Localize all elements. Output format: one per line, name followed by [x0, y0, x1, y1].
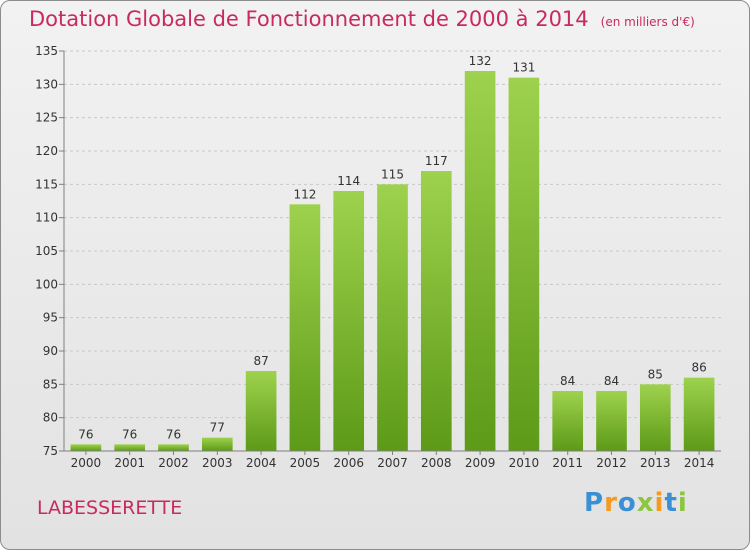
bar-value-label: 87 — [253, 354, 268, 368]
y-tick-label: 110 — [35, 211, 58, 225]
y-tick-label: 135 — [35, 44, 58, 58]
bar — [289, 204, 321, 451]
bar-value-label: 117 — [425, 154, 448, 168]
bar-value-label: 132 — [469, 54, 492, 68]
logo-letter: P — [584, 488, 605, 518]
x-tick-label: 2004 — [246, 456, 277, 470]
bar — [552, 391, 584, 451]
bar-value-label: 114 — [337, 174, 360, 188]
y-tick-label: 120 — [35, 144, 58, 158]
x-tick-label: 2011 — [552, 456, 583, 470]
bar — [683, 377, 715, 451]
y-tick-label: 90 — [43, 344, 58, 358]
y-tick-label: 80 — [43, 411, 58, 425]
proxiti-logo[interactable]: Proxiti — [584, 488, 688, 518]
logo-letter: i — [654, 488, 665, 518]
bar-value-label: 131 — [512, 61, 535, 75]
bar-value-label: 86 — [691, 361, 706, 375]
bar-value-label: 76 — [78, 427, 93, 441]
x-tick-label: 2009 — [465, 456, 496, 470]
x-tick-label: 2001 — [114, 456, 145, 470]
bar — [114, 444, 146, 451]
axes: 75 80 85 90 95 100 105 110 115 120 125 130 135 2000 20… — [35, 44, 721, 470]
y-tick-label: 115 — [35, 177, 58, 191]
bar — [70, 444, 102, 451]
y-tick-label: 100 — [35, 277, 58, 291]
bar — [639, 384, 671, 451]
logo-letter: i — [677, 488, 688, 518]
x-tick-label: 2013 — [640, 456, 671, 470]
bar — [158, 444, 189, 451]
logo-letter: r — [604, 488, 618, 518]
logo-letter: t — [664, 488, 678, 518]
x-tick-label: 2007 — [377, 456, 408, 470]
bar-value-label: 85 — [648, 367, 663, 381]
bar — [464, 71, 496, 451]
bar-value-label: 84 — [604, 374, 619, 388]
bar — [420, 171, 452, 451]
x-tick-label: 2003 — [202, 456, 233, 470]
y-tick-label: 125 — [35, 111, 58, 125]
y-tick-label: 75 — [43, 444, 58, 458]
x-tick-label: 2000 — [71, 456, 102, 470]
x-tick-label: 2005 — [290, 456, 321, 470]
x-tick-label: 2014 — [684, 456, 715, 470]
x-tick-label: 2002 — [158, 456, 189, 470]
bar-value-label: 112 — [293, 187, 316, 201]
y-tick-label: 105 — [35, 244, 58, 258]
y-tick-label: 95 — [43, 311, 58, 325]
bar-value-label: 84 — [560, 374, 575, 388]
x-tick-label: 2008 — [421, 456, 452, 470]
bar-value-label: 115 — [381, 167, 404, 181]
y-tick-label: 85 — [43, 377, 58, 391]
y-tick-label: 130 — [35, 77, 58, 91]
bar — [245, 371, 277, 451]
chart-title: Dotation Globale de Fonctionnement de 20… — [29, 7, 695, 31]
x-tick-label: 2010 — [509, 456, 540, 470]
place-name: LABESSERETTE — [37, 497, 183, 519]
bar — [201, 437, 233, 451]
title-text: Dotation Globale de Fonctionnement de 20… — [29, 7, 589, 31]
x-tick-label: 2006 — [333, 456, 364, 470]
bar — [333, 191, 365, 451]
bar — [508, 77, 540, 452]
x-tick-label: 2012 — [596, 456, 627, 470]
bar — [596, 391, 627, 451]
chart-subtitle: (en milliers d'€) — [600, 15, 695, 29]
bar — [377, 184, 408, 452]
bars: 76 76 76 77 87 112 114 115 117 132 131 84 84 85 86 — [70, 54, 715, 452]
logo-letter: x — [636, 488, 655, 518]
logo-letter: o — [617, 488, 637, 518]
bar-value-label: 76 — [122, 427, 137, 441]
bar-value-label: 77 — [210, 421, 225, 435]
bar-value-label: 76 — [166, 427, 181, 441]
